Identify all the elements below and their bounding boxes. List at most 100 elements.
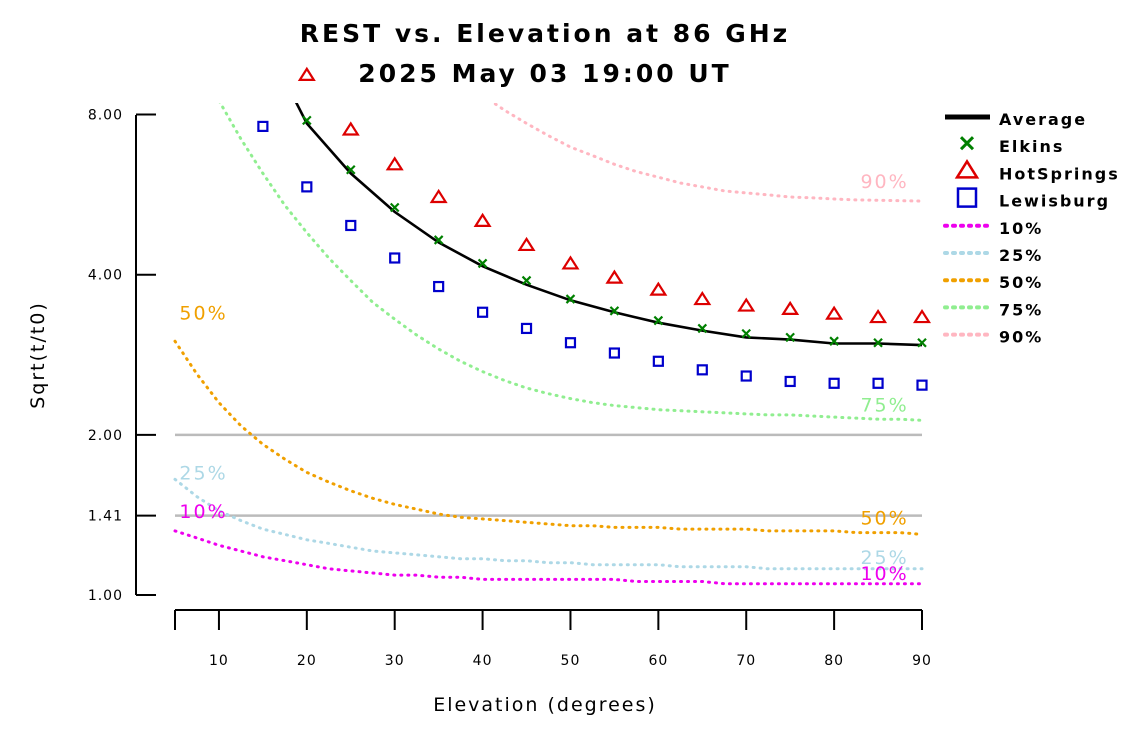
legend-swatch-elkins	[959, 136, 975, 151]
hotsprings-point-7	[605, 269, 624, 284]
elkins-point-13-b	[873, 337, 883, 348]
elkins-point-5-b	[521, 275, 532, 286]
x-tick-label-1: 20	[297, 653, 317, 669]
series-line-90pct	[491, 103, 924, 203]
annotation-5: 50%	[860, 507, 908, 529]
y-axis-label: Sqrt(t/t0)	[27, 301, 49, 409]
hotsprings-point-4	[473, 212, 492, 227]
elkins-point-11	[785, 332, 795, 343]
lewisburg-point-10	[696, 364, 708, 376]
hotsprings-point-5	[517, 236, 536, 252]
legend-swatch-lewisburg	[956, 187, 978, 208]
hotsprings-point-3	[429, 188, 448, 204]
chart-subtitle: 2025 May 03 19:00 UT	[358, 59, 731, 88]
hotsprings-point-6	[561, 255, 580, 270]
elkins-point-12	[829, 336, 839, 346]
elkins-point-7	[609, 306, 620, 316]
lewisburg-point-1	[301, 181, 313, 193]
legend-label-75pct: 75%	[999, 300, 1043, 319]
hotsprings-point-12	[825, 305, 844, 320]
legend-label-hotsprings: HotSprings	[999, 164, 1120, 183]
elkins-point-9	[697, 323, 708, 334]
lewisburg-point-8	[608, 347, 621, 359]
annotation-6: 25%	[860, 547, 908, 569]
series-hotsprings	[297, 66, 932, 324]
lewisburg-point-14	[872, 377, 884, 389]
y-tick-label-3: 4.00	[88, 268, 123, 284]
elkins-point-1-b	[345, 164, 356, 175]
lewisburg-point-2	[345, 219, 357, 232]
legend-label-90pct: 90%	[999, 328, 1043, 347]
axes: 1.00 1.41 2.00 4.00 8.00 10 20 30 40 50 60 70 80 90	[88, 108, 932, 669]
hotsprings-point-10	[737, 297, 756, 312]
x-axis-label: Elevation (degrees)	[433, 694, 657, 716]
legend-x-b	[959, 136, 975, 151]
series-line-10pct	[173, 529, 924, 586]
x-tick-label-3: 40	[473, 653, 493, 669]
elkins-point-2	[389, 202, 400, 213]
series-lewisburg	[257, 120, 928, 391]
x-tick-label-5: 60	[648, 653, 668, 669]
annotation-1: 25%	[179, 462, 227, 484]
x-tick-label-6: 70	[736, 653, 756, 669]
hotsprings-point-0	[297, 66, 316, 81]
elkins-point-10-b	[741, 328, 752, 339]
hotsprings-point-11	[781, 300, 800, 315]
legend-swatch-hotsprings	[954, 159, 980, 179]
elkins-point-4	[477, 258, 488, 269]
x-tick-label-2: 30	[385, 653, 405, 669]
elkins-point-14-b	[917, 337, 927, 348]
lewisburg-point-11	[740, 370, 752, 382]
annotation-2: 10%	[179, 501, 227, 523]
elkins-point-3-b	[433, 235, 444, 245]
elkins-point-2-b	[389, 202, 400, 213]
elkins-point-6-b	[565, 294, 576, 304]
elkins-point-7-b	[609, 306, 620, 316]
elkins-point-14	[917, 337, 927, 348]
legend-label-average: Average	[999, 110, 1087, 129]
annotation-4: 75%	[860, 395, 908, 417]
series-line-average	[294, 103, 923, 347]
lewisburg-point-6	[520, 322, 533, 335]
hotsprings-point-13	[869, 309, 888, 324]
legend-label-lewisburg: Lewisburg	[999, 192, 1110, 211]
y-tick-label-0: 1.00	[88, 588, 123, 604]
lewisburg-point-5	[476, 306, 489, 318]
x-tick-label-0: 10	[209, 653, 229, 669]
y-tick-label-1: 1.41	[88, 509, 123, 525]
elkins-point-9-b	[697, 323, 708, 334]
chart-title: REST vs. Elevation at 86 GHz	[300, 19, 790, 48]
series-line-25pct	[173, 477, 924, 571]
series-elkins	[302, 115, 927, 348]
annotation-3: 90%	[860, 171, 908, 193]
elkins-point-0	[302, 115, 312, 126]
hotsprings-point-1	[341, 121, 360, 136]
elkins-point-12-b	[829, 336, 839, 346]
elkins-point-8-b	[653, 315, 664, 326]
x-tick-label-4: 50	[561, 653, 581, 669]
y-tick-label-4: 8.00	[88, 108, 123, 124]
elkins-point-3	[433, 235, 444, 245]
series-line-75pct	[218, 103, 924, 422]
annotation-0: 50%	[179, 302, 227, 324]
legend-label-25pct: 25%	[999, 246, 1043, 265]
elkins-point-13	[873, 337, 883, 348]
legend: Average Elkins HotSprings Lewisburg 10% 25% 50…	[943, 110, 1120, 347]
elkins-point-6	[565, 294, 576, 304]
lewisburg-point-0	[257, 120, 269, 133]
annotation-7: 10%	[860, 563, 908, 585]
lewisburg-point-7	[564, 337, 577, 349]
legend-label-50pct: 50%	[999, 273, 1043, 292]
lewisburg-point-15	[916, 379, 928, 391]
lewisburg-point-9	[652, 355, 664, 367]
x-tick-label-8: 90	[912, 653, 932, 669]
elkins-point-11-b	[785, 332, 795, 343]
lewisburg-point-13	[828, 377, 840, 389]
elkins-point-8	[653, 315, 664, 326]
legend-label-10pct: 10%	[999, 219, 1043, 238]
percentile-annotations: 50%25%10%90%75%50%25%10%	[179, 171, 908, 585]
reference-lines	[175, 433, 922, 517]
elkins-point-4-b	[477, 258, 488, 269]
elkins-point-10	[741, 328, 752, 339]
